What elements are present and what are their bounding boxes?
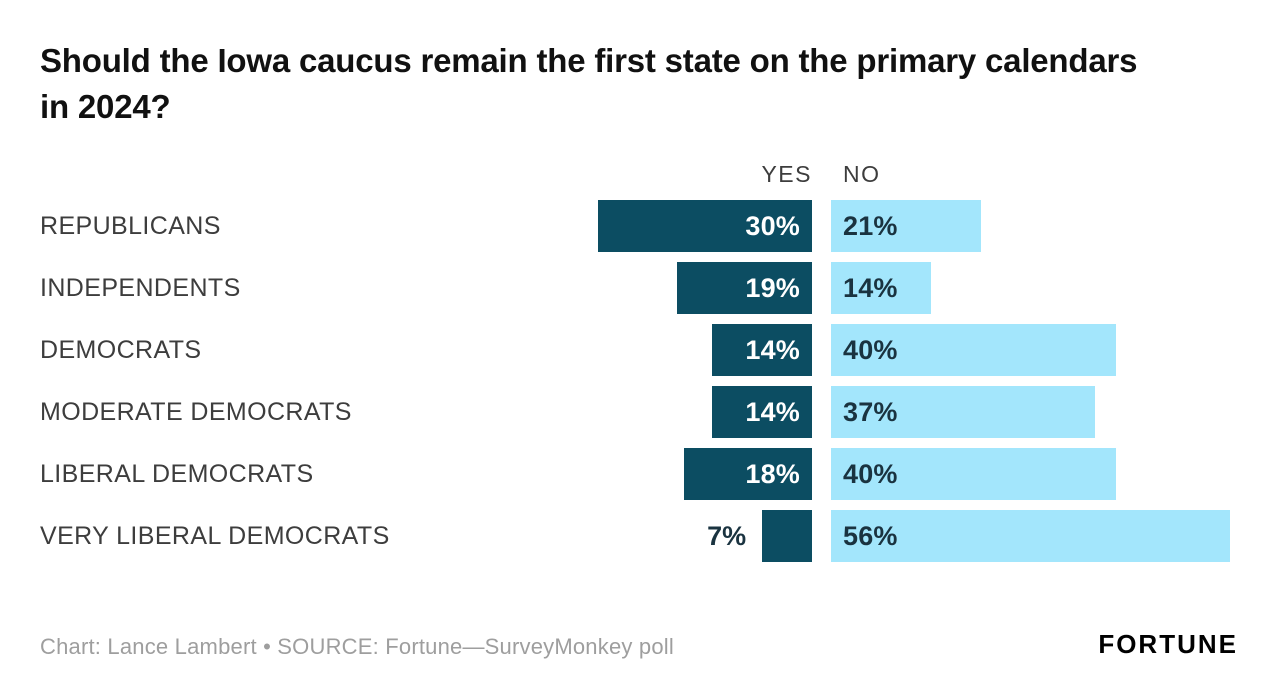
no-bar-area: 21% bbox=[812, 200, 1240, 253]
no-column-header: NO bbox=[843, 161, 881, 188]
category-label: MODERATE DEMOCRATS bbox=[40, 397, 352, 426]
yes-value-label: 7% bbox=[707, 520, 747, 551]
column-headers: YES NO bbox=[40, 161, 1240, 188]
chart-row: REPUBLICANS 30% 21% bbox=[40, 200, 1240, 253]
yes-value-label: 19% bbox=[745, 272, 800, 303]
chart-credit: Chart: Lance Lambert • SOURCE: Fortune—S… bbox=[40, 634, 674, 659]
no-value-label: 37% bbox=[843, 396, 898, 427]
yes-bar-area: 18% bbox=[598, 448, 812, 501]
yes-column-header: YES bbox=[761, 161, 812, 188]
no-value-label: 40% bbox=[843, 334, 898, 365]
chart-row: VERY LIBERAL DEMOCRATS 7% 56% bbox=[40, 510, 1240, 563]
no-bar-area: 40% bbox=[812, 448, 1240, 501]
yes-bar-area: 19% bbox=[598, 262, 812, 315]
header-spacer bbox=[40, 161, 598, 188]
category-label: INDEPENDENTS bbox=[40, 273, 241, 302]
yes-value-label: 18% bbox=[745, 458, 800, 489]
no-bar-area: 40% bbox=[812, 324, 1240, 377]
yes-value-label: 30% bbox=[745, 210, 800, 241]
no-bar-area: 56% bbox=[812, 510, 1240, 563]
no-bar: 14% bbox=[831, 262, 931, 315]
category-label: VERY LIBERAL DEMOCRATS bbox=[40, 521, 390, 550]
chart-row: INDEPENDENTS 19% 14% bbox=[40, 262, 1240, 315]
no-value-label: 40% bbox=[843, 458, 898, 489]
yes-bar: 18% bbox=[683, 448, 812, 501]
yes-bar: 30% bbox=[598, 200, 812, 253]
no-value-label: 21% bbox=[843, 210, 898, 241]
no-bar-area: 37% bbox=[812, 386, 1240, 439]
yes-bar bbox=[762, 510, 812, 563]
yes-bar: 14% bbox=[712, 324, 812, 377]
chart-row: DEMOCRATS 14% 40% bbox=[40, 324, 1240, 377]
category-label: DEMOCRATS bbox=[40, 335, 202, 364]
yes-bar-area: 30% bbox=[598, 200, 812, 253]
yes-bar-area: 7% bbox=[598, 510, 812, 563]
category-label: LIBERAL DEMOCRATS bbox=[40, 459, 314, 488]
no-bar: 37% bbox=[831, 386, 1095, 439]
category-label: REPUBLICANS bbox=[40, 211, 221, 240]
fortune-logo: FORTUNE bbox=[1098, 629, 1238, 659]
no-bar: 56% bbox=[831, 510, 1231, 563]
yes-bar: 14% bbox=[712, 386, 812, 439]
no-bar: 21% bbox=[831, 200, 981, 253]
yes-bar: 19% bbox=[676, 262, 812, 315]
no-bar: 40% bbox=[831, 324, 1117, 377]
chart-title: Should the Iowa caucus remain the first … bbox=[40, 42, 1138, 125]
no-bar-area: 14% bbox=[812, 262, 1240, 315]
chart-rows: REPUBLICANS 30% 21% INDEPENDENTS 19% 14% DEMOC… bbox=[40, 200, 1240, 563]
chart-row: MODERATE DEMOCRATS 14% 37% bbox=[40, 386, 1240, 439]
yes-bar-area: 14% bbox=[598, 386, 812, 439]
yes-bar-area: 14% bbox=[598, 324, 812, 377]
no-bar: 40% bbox=[831, 448, 1117, 501]
yes-value-label: 14% bbox=[745, 396, 800, 427]
chart-footer: Chart: Lance Lambert • SOURCE: Fortune—S… bbox=[40, 629, 1238, 660]
yes-value-label: 14% bbox=[745, 334, 800, 365]
chart-row: LIBERAL DEMOCRATS 18% 40% bbox=[40, 448, 1240, 501]
no-value-label: 14% bbox=[843, 272, 898, 303]
no-value-label: 56% bbox=[843, 520, 898, 551]
